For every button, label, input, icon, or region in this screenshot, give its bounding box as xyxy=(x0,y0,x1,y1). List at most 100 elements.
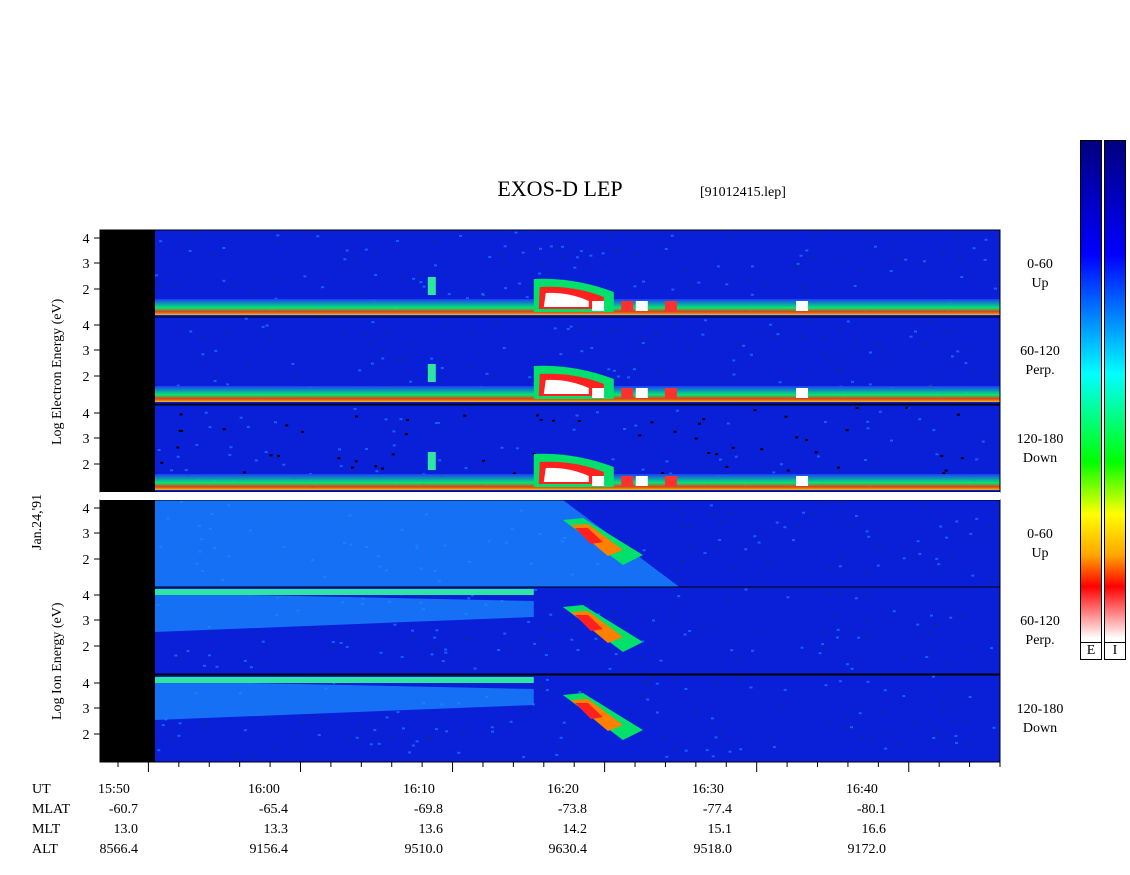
ytick-label: 2 xyxy=(83,283,90,298)
noise-pixel xyxy=(577,649,580,651)
angle-direction: Up xyxy=(1005,274,1075,293)
noise-pixel xyxy=(346,646,349,648)
noise-pixel xyxy=(373,729,376,731)
ut-tick-label: 16:20 xyxy=(547,782,579,798)
noise-pixel xyxy=(274,421,277,423)
noise-pixel xyxy=(953,329,956,331)
noise-pixel xyxy=(613,611,616,613)
noise-pixel xyxy=(841,556,844,558)
noise-pixel xyxy=(994,288,997,290)
noise-pixel xyxy=(954,735,957,737)
noise-pixel xyxy=(937,563,940,565)
noise-pixel xyxy=(546,628,549,630)
noise-pixel xyxy=(729,513,732,515)
noise-pixel xyxy=(277,455,280,457)
noise-pixel xyxy=(925,656,928,658)
noise-pixel xyxy=(917,293,920,295)
noise-pixel xyxy=(955,742,958,744)
noise-pixel xyxy=(394,624,397,626)
ephemeris-value: -73.8 xyxy=(537,802,587,818)
noise-pixel xyxy=(371,363,374,365)
electron-trailing-burst xyxy=(592,301,604,311)
noise-pixel xyxy=(359,741,362,743)
noise-pixel xyxy=(869,352,872,354)
noise-pixel xyxy=(255,459,258,461)
noise-pixel xyxy=(244,729,247,731)
noise-pixel xyxy=(200,337,203,339)
ephemeris-value: 9156.4 xyxy=(238,842,288,858)
date-label: Jan.24,'91 xyxy=(30,494,46,550)
noise-pixel xyxy=(721,522,724,524)
noise-pixel xyxy=(612,458,615,460)
noise-pixel xyxy=(982,441,985,443)
ytick-label: 4 xyxy=(83,502,90,517)
electron-blob xyxy=(428,277,436,295)
noise-pixel xyxy=(695,438,698,440)
noise-pixel xyxy=(706,749,709,751)
noise-pixel xyxy=(829,593,832,595)
noise-pixel xyxy=(678,579,681,581)
noise-pixel xyxy=(810,257,813,259)
noise-pixel xyxy=(424,658,427,660)
noise-pixel xyxy=(550,245,553,247)
noise-pixel xyxy=(846,663,849,665)
noise-pixel xyxy=(964,362,967,364)
noise-pixel xyxy=(712,755,715,757)
noise-pixel xyxy=(601,248,604,250)
electron-trailing-burst xyxy=(592,476,604,486)
noise-pixel xyxy=(158,285,161,287)
noise-pixel xyxy=(269,338,272,340)
noise-pixel xyxy=(617,376,620,378)
noise-pixel xyxy=(735,659,738,661)
noise-pixel xyxy=(535,247,538,249)
noise-pixel xyxy=(877,344,880,346)
noise-pixel xyxy=(873,547,876,549)
noise-pixel xyxy=(363,333,366,335)
noise-pixel xyxy=(884,748,887,750)
noise-pixel xyxy=(850,628,853,630)
noise-pixel xyxy=(188,275,191,277)
angle-label: 60-120 Perp. xyxy=(1005,342,1075,380)
noise-pixel xyxy=(732,359,735,361)
noise-pixel xyxy=(730,649,733,651)
ytick-label: 3 xyxy=(83,614,90,629)
noise-pixel xyxy=(502,261,505,263)
noise-pixel xyxy=(642,469,645,471)
noise-pixel xyxy=(805,250,808,252)
ion-energy-ylabel: Log Ion Energy (eV) xyxy=(50,602,66,720)
noise-pixel xyxy=(869,383,872,385)
noise-pixel xyxy=(244,660,247,662)
noise-pixel xyxy=(240,417,243,419)
noise-pixel xyxy=(340,642,343,644)
angle-range: 60-120 xyxy=(1005,612,1075,631)
noise-pixel xyxy=(570,690,573,692)
ephemeris-value: 9172.0 xyxy=(836,842,886,858)
noise-pixel xyxy=(866,530,869,532)
noise-pixel xyxy=(590,347,593,349)
electron-trailing-burst xyxy=(636,388,648,398)
noise-pixel xyxy=(224,330,227,332)
noise-pixel xyxy=(973,247,976,249)
noise-pixel xyxy=(378,743,381,745)
noise-pixel xyxy=(783,526,786,528)
noise-pixel xyxy=(684,688,687,690)
noise-pixel xyxy=(865,594,868,596)
noise-pixel xyxy=(674,747,677,749)
noise-pixel xyxy=(903,557,906,559)
noise-pixel xyxy=(634,254,637,256)
noise-pixel xyxy=(839,565,842,567)
noise-pixel xyxy=(633,368,636,370)
noise-pixel xyxy=(760,448,763,450)
noise-pixel xyxy=(697,282,700,284)
noise-pixel xyxy=(618,328,621,330)
electron-trailing-burst xyxy=(796,388,808,398)
noise-pixel xyxy=(800,255,803,257)
noise-pixel xyxy=(688,630,691,632)
noise-pixel xyxy=(444,649,447,651)
noise-pixel xyxy=(624,591,627,593)
electron-trailing-burst xyxy=(665,388,677,398)
noise-pixel xyxy=(736,678,739,680)
noise-pixel xyxy=(177,658,180,660)
noise-pixel xyxy=(671,620,674,622)
